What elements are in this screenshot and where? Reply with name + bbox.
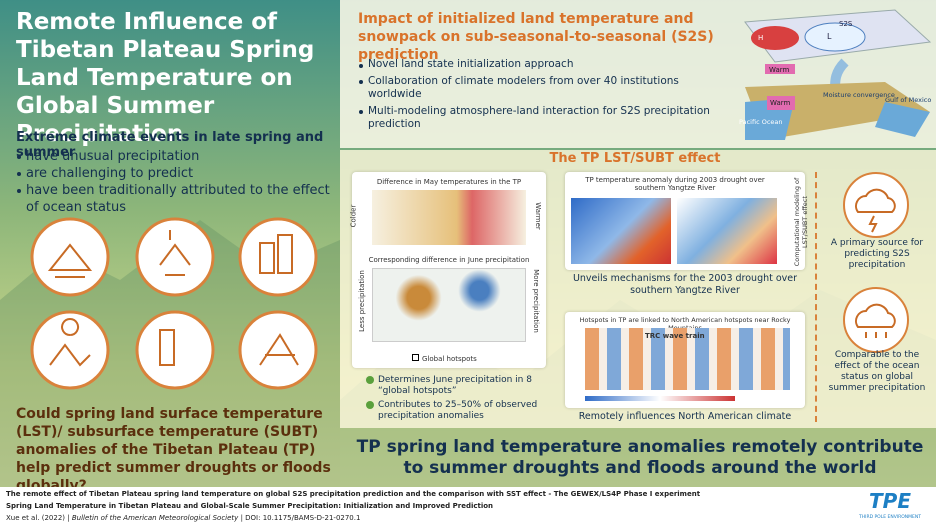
benefit: Comparable to the effect of the ocean st… bbox=[828, 350, 926, 393]
map-title: TP temperature anomaly during 2003 droug… bbox=[585, 176, 765, 192]
axis-label: Less precipitation bbox=[358, 270, 366, 332]
impact-title: Impact of initialized land temperature a… bbox=[358, 11, 714, 63]
map bbox=[677, 198, 777, 264]
map bbox=[372, 268, 526, 342]
map-label: TRC wave train bbox=[645, 332, 705, 340]
bullet: Multi-modeling atmosphere-land interacti… bbox=[358, 105, 728, 132]
check-item: Contributes to 25–50% of observed precip… bbox=[366, 400, 546, 422]
map-title: Difference in May temperatures in the TP bbox=[376, 178, 522, 186]
authors: Xue et al. (2022) | bbox=[6, 514, 70, 522]
schematic: H L S2S Warm Warm Moisture convergence G… bbox=[739, 9, 931, 140]
title: Remote Influence of Tibetan Plateau Spri… bbox=[16, 9, 315, 147]
legend-label: Global hotspots bbox=[422, 355, 477, 363]
logo: TPE bbox=[869, 489, 911, 513]
bullet: are challenging to predict bbox=[16, 165, 336, 182]
check-item: Determines June precipitation in 8 “glob… bbox=[366, 375, 546, 397]
bullet: have unusual precipitation bbox=[16, 148, 336, 165]
axis-label: Colder bbox=[349, 204, 358, 228]
label: S2S bbox=[839, 20, 853, 28]
banner: TP spring land temperature anomalies rem… bbox=[356, 437, 924, 478]
label: Gulf of Mexico bbox=[885, 96, 931, 104]
bullet: have been traditionally attributed to th… bbox=[16, 182, 336, 216]
panel-3: Hotspots in TP are linked to North Ameri… bbox=[565, 312, 805, 408]
map bbox=[372, 190, 526, 245]
side-label: Computational modeling of LST/SUBT effec… bbox=[793, 177, 809, 267]
question: Could spring land surface temperature (L… bbox=[16, 406, 331, 494]
label: Moisture convergence bbox=[823, 91, 895, 99]
citation: Xue et al. (2022) | Bulletin of the Amer… bbox=[6, 514, 360, 522]
map bbox=[585, 328, 790, 390]
colorbar bbox=[585, 396, 735, 401]
bullet: Contributes to 25–50% of observed precip… bbox=[378, 400, 538, 421]
label: L bbox=[827, 32, 832, 41]
footer-line: The remote effect of Tibetan Plateau spr… bbox=[6, 490, 701, 498]
footer: The remote effect of Tibetan Plateau spr… bbox=[0, 487, 936, 526]
panel-2: TP temperature anomaly during 2003 droug… bbox=[565, 172, 809, 270]
panel-1: Difference in May temperatures in the TP… bbox=[349, 172, 546, 368]
bullet: Novel land state initialization approach bbox=[358, 58, 728, 72]
panel-1-bullets: Determines June precipitation in 8 “glob… bbox=[366, 375, 546, 422]
map-title: Corresponding difference in June precipi… bbox=[368, 256, 530, 264]
label: Pacific Ocean bbox=[739, 118, 783, 126]
logo-sub: THIRD POLE ENVIRONMENT bbox=[858, 515, 921, 520]
legend: Global hotspots bbox=[412, 354, 477, 363]
bullet: Determines June precipitation in 8 “glob… bbox=[378, 375, 532, 396]
divider bbox=[815, 172, 817, 422]
footer-line: Spring Land Temperature in Tibetan Plate… bbox=[6, 502, 494, 510]
doi: | DOI: 10.1175/BAMS-D-21-0270.1 bbox=[240, 514, 361, 522]
journal: Bulletin of the American Meteorological … bbox=[71, 514, 239, 522]
subtitle: Extreme climate events in late spring an… bbox=[16, 130, 324, 160]
bullet-list: have unusual precipitation are challengi… bbox=[16, 148, 336, 216]
effect-title: The TP LST/SUBT effect bbox=[549, 151, 721, 166]
map bbox=[571, 198, 671, 264]
bullet: Collaboration of climate modelers from o… bbox=[358, 75, 728, 102]
caption: Remotely influences North American clima… bbox=[578, 411, 792, 422]
axis-label: Warmer bbox=[533, 202, 542, 230]
label: Warm bbox=[770, 99, 791, 107]
benefit: A primary source for predicting S2S prec… bbox=[830, 238, 924, 270]
caption: Unveils mechanisms for the 2003 drought … bbox=[572, 273, 798, 296]
weather-icons bbox=[843, 172, 909, 353]
impact-bullets: Novel land state initialization approach… bbox=[358, 58, 728, 132]
icon-grid bbox=[30, 217, 318, 390]
label: Warm bbox=[769, 66, 790, 74]
axis-label: More precipitation bbox=[532, 269, 540, 333]
label: H bbox=[758, 34, 763, 42]
